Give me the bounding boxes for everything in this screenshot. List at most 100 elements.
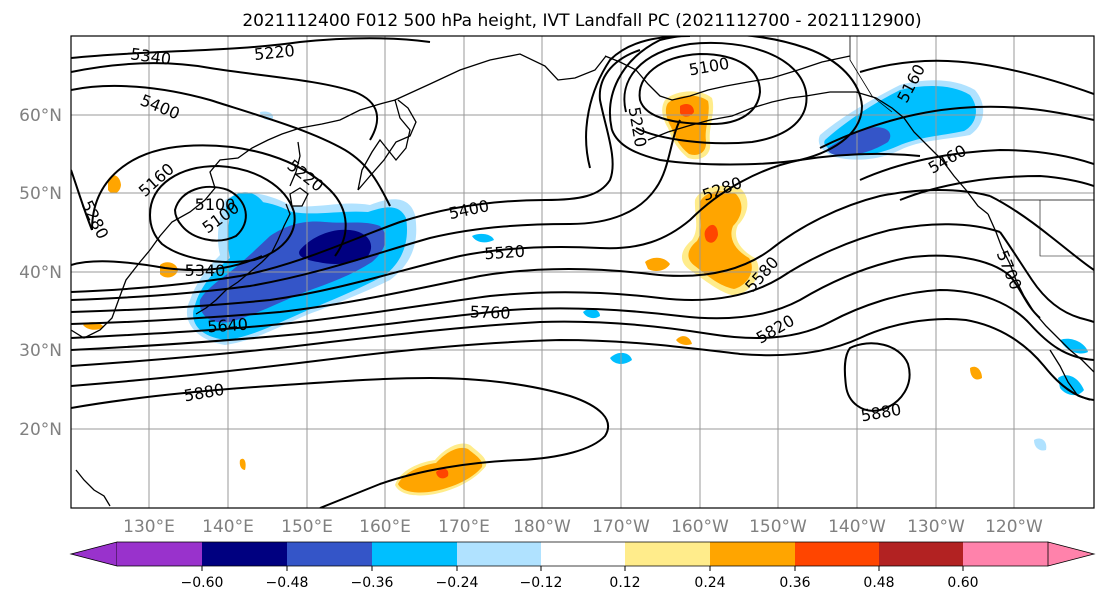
contour-5640 (71, 223, 1001, 339)
contour-5400-mid (71, 49, 641, 293)
lon-label: 160°E (359, 517, 411, 537)
colorbar-segment (710, 542, 795, 566)
contour-east-5640 (999, 231, 1094, 323)
colorbar-segment (457, 542, 541, 566)
coastline-kamchatka (357, 99, 417, 191)
colorbar-tick-label: 0.48 (863, 575, 894, 591)
contour-5460-mid (71, 119, 681, 301)
lat-label: 30°N (19, 341, 62, 361)
colorbar-tick-label: −0.60 (181, 575, 224, 591)
ivt-positive-region (160, 262, 178, 278)
ivt-positive-region (704, 224, 718, 243)
lon-label: 160°W (671, 517, 729, 537)
coastline-siberia-north (394, 53, 607, 101)
colorbar-extend-high (1047, 541, 1096, 567)
ivt-shading (83, 80, 1088, 496)
contour-5700 (71, 254, 1041, 351)
ivt-positive-region (436, 468, 449, 479)
coastline-gulf-of-alaska (805, 91, 989, 215)
map-area: 5340 5220 5400 5220 5100 5280 5160 5100 … (71, 36, 1094, 508)
colorbar-extend-low (69, 541, 118, 567)
contour-label: 5220 (253, 41, 295, 64)
lon-label: 170°E (438, 517, 490, 537)
contour-east-5400 (859, 148, 1094, 181)
coastline-sakhalin (289, 141, 301, 187)
contour-5820 (71, 317, 1094, 401)
colorbar-tick-label: 0.60 (947, 575, 978, 591)
ivt-positive-region (688, 191, 752, 289)
contour-low-inner (173, 185, 247, 242)
map-frame (70, 35, 1095, 509)
lon-label: 130°E (123, 517, 175, 537)
coastline-alaska-peninsula (647, 95, 807, 141)
lon-label: 150°E (281, 517, 333, 537)
colorbar-ticks (201, 566, 964, 571)
coastlines (71, 36, 1094, 507)
ivt-positive-region (676, 336, 692, 345)
ivt-negative-region (472, 233, 494, 243)
lon-label: 130°W (907, 517, 965, 537)
ivt-negative-region (1034, 438, 1047, 451)
contour-label: 5760 (470, 302, 511, 322)
colorbar-tick-label: 0.36 (779, 575, 810, 591)
lon-label: 140°E (202, 517, 254, 537)
colorbar-segment (879, 542, 963, 566)
contour-label: 5340 (185, 261, 226, 280)
contour-label: 5520 (484, 242, 526, 264)
colorbar: −0.60 −0.48 −0.36 −0.24 −0.12 0.12 0.24 … (69, 541, 1096, 591)
colorbar-segment (541, 542, 625, 566)
colorbar-segment (963, 542, 1048, 566)
lat-label: 50°N (19, 184, 62, 204)
colorbar-segment (117, 542, 202, 566)
contour-low-5160 (148, 164, 296, 263)
colorbar-tick-label: −0.36 (351, 575, 394, 591)
colorbar-segment (625, 542, 710, 566)
colorbar-tick-label: −0.12 (520, 575, 563, 591)
colorbar-segment (202, 542, 287, 566)
height-contours (71, 36, 1094, 508)
contour-5880-south (71, 376, 610, 508)
colorbar-tick-label: 0.12 (609, 575, 640, 591)
contour-5340-mid (71, 255, 263, 272)
contour-5340-north (71, 62, 378, 141)
lon-labels: 130°E 140°E 150°E 160°E 170°E 180°W 170°… (123, 517, 1043, 537)
contour-5880-east (843, 342, 911, 412)
colorbar-tick-label: 0.24 (694, 575, 725, 591)
border-canada-us (849, 36, 893, 113)
contour-east-5460 (899, 174, 1094, 201)
ivt-positive-region (108, 175, 121, 194)
colorbar-segment (795, 542, 879, 566)
ivt-negative-region (827, 127, 891, 156)
contour-low-5280 (91, 144, 347, 257)
colorbar-tick-labels: −0.60 −0.48 −0.36 −0.24 −0.12 0.12 0.24 … (181, 575, 979, 591)
contour-east-5280 (819, 105, 1094, 149)
lon-label: 150°W (749, 517, 807, 537)
colorbar-tick-label: −0.48 (266, 575, 309, 591)
ivt-positive-region (645, 257, 670, 272)
contour-5220-north (71, 37, 431, 59)
contour-5760 (71, 288, 1094, 367)
lon-label: 140°W (828, 517, 886, 537)
colorbar-segment (287, 542, 372, 566)
contour-5400-north (71, 84, 391, 207)
lat-label: 40°N (19, 263, 62, 283)
contour-alaska-5280 (585, 36, 691, 169)
coastline-asia (71, 99, 411, 339)
lon-label: 180°W (513, 517, 571, 537)
colorbar-tick-label: −0.24 (436, 575, 479, 591)
contour-east-5580 (989, 195, 1094, 271)
lat-labels: 60°N 50°N 40°N 30°N 20°N (19, 106, 62, 440)
contour-east-5160 (859, 59, 1094, 95)
lat-label: 60°N (19, 106, 62, 126)
coastline-philippines (75, 469, 111, 507)
contour-alaska-low-5160 (623, 42, 808, 145)
lon-label: 170°W (592, 517, 650, 537)
ivt-positive-region (970, 366, 982, 380)
ivt-positive-region (665, 95, 709, 155)
map-title: 2021112400 F012 500 hPa height, IVT Land… (242, 11, 921, 31)
ivt-positive-region (239, 458, 246, 470)
coastline-alaska (604, 55, 851, 101)
contour-5580 (71, 189, 991, 325)
ivt-positive-region (680, 104, 694, 117)
